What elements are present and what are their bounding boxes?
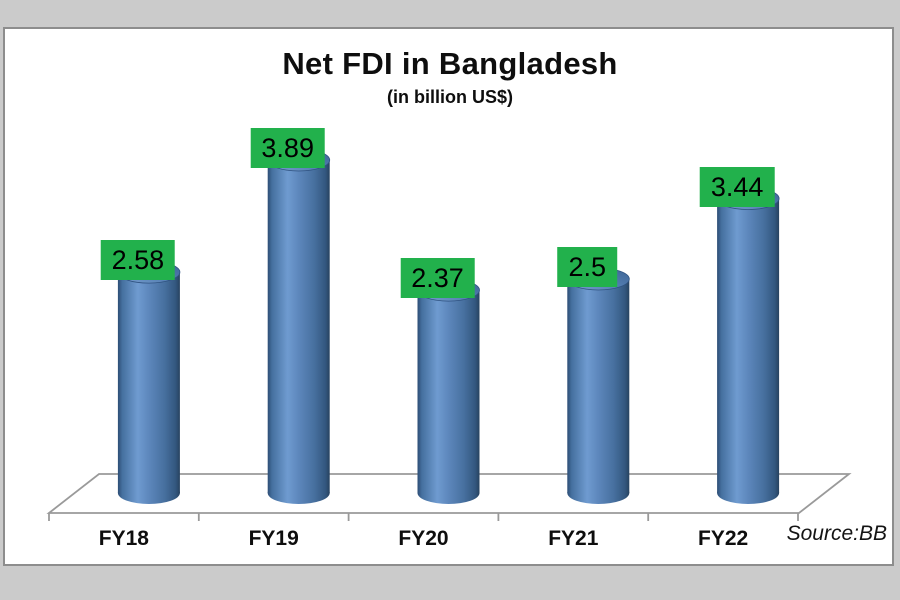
bar-value-label: 3.89 — [250, 128, 325, 169]
x-axis-label: FY21 — [548, 527, 599, 550]
source-label: Source:BB — [786, 522, 887, 545]
bar-cylinder-body — [567, 279, 630, 493]
chart-subtitle: (in billion US$) — [387, 87, 513, 107]
bar-value-label: 2.5 — [557, 247, 618, 287]
bar-value-label: 2.58 — [100, 240, 176, 281]
x-axis-ticks — [48, 513, 799, 521]
bar-cylinder-body — [417, 290, 480, 493]
x-axis-label: FY20 — [398, 527, 449, 550]
chart-title: Net FDI in Bangladesh — [282, 46, 618, 81]
x-axis-label: FY19 — [248, 527, 299, 550]
bar-cylinder-body — [117, 272, 180, 493]
bar-value-label: 3.44 — [699, 166, 775, 207]
bar-value-label: 2.37 — [400, 258, 475, 299]
bars-layer — [117, 148, 780, 504]
x-axis-label: FY22 — [697, 527, 749, 550]
bar-cylinder-body — [267, 160, 330, 494]
x-axis-label: FY18 — [98, 527, 149, 550]
bar-cylinder-body — [717, 198, 780, 493]
floor — [46, 473, 852, 514]
